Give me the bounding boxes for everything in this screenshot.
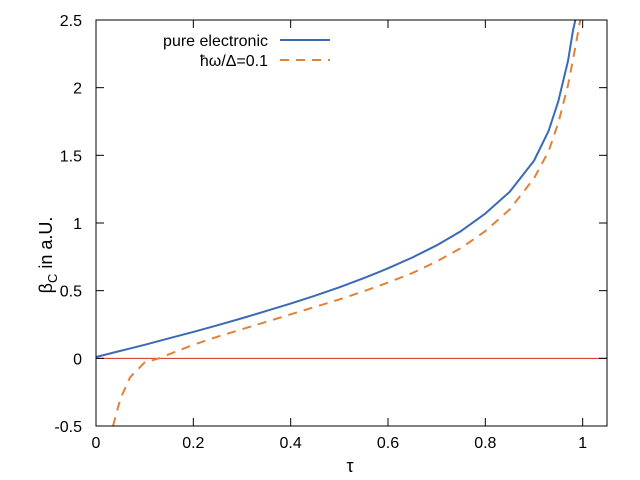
x-tick-label: 1 [578, 435, 587, 452]
legend: pure electronic ħω/Δ=0.1 [163, 33, 330, 70]
series-line-hbar-omega [112, 20, 582, 426]
x-tick-label: 0.4 [280, 435, 302, 452]
x-axis-label: τ [346, 456, 353, 476]
y-tick-label: 0 [73, 351, 82, 368]
x-tick-label: 0 [92, 435, 101, 452]
y-axis-label-subscript: C [45, 274, 60, 283]
x-tick-label: 0.6 [377, 435, 399, 452]
plot-content [96, 20, 607, 426]
y-axis-label: βC in a.U. [36, 217, 60, 294]
y-axis-label-main: β [36, 283, 56, 293]
y-tick-label: 1 [73, 216, 82, 233]
y-axis-label-suffix: in a.U. [36, 217, 56, 274]
x-tick-label: 0.8 [474, 435, 496, 452]
legend-label-hbar-omega: ħω/Δ=0.1 [200, 53, 268, 70]
axis-ticks: 0 0.2 0.4 0.6 0.8 1 -0.5 0 0.5 1 1.5 2 2.5 [54, 13, 607, 452]
series-line-pure-electronic [96, 20, 577, 358]
x-tick-label: 0.2 [182, 435, 204, 452]
plot-frame [95, 19, 608, 427]
legend-label-pure-electronic: pure electronic [163, 33, 268, 50]
y-tick-label: 2.5 [60, 13, 82, 30]
y-tick-label: 1.5 [60, 148, 82, 165]
y-tick-label: -0.5 [54, 419, 82, 436]
y-tick-label: 2 [73, 81, 82, 98]
y-tick-label: 0.5 [60, 284, 82, 301]
